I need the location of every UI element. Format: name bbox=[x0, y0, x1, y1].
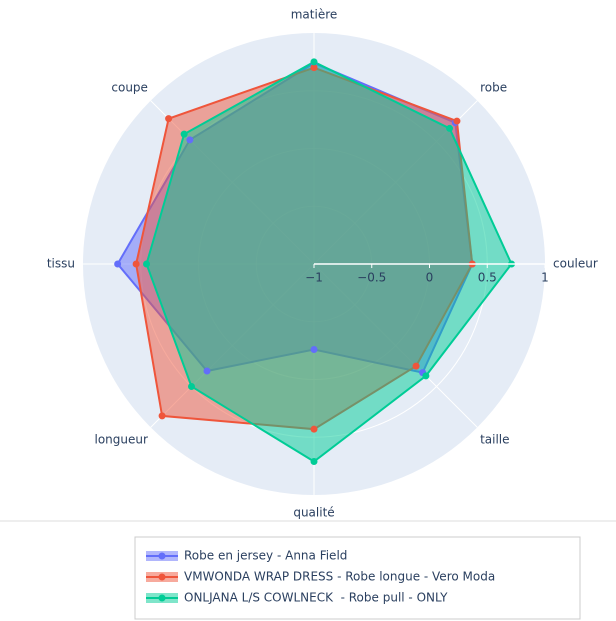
data-point bbox=[412, 362, 420, 370]
data-point bbox=[310, 58, 318, 66]
legend-label: Robe en jersey - Anna Field bbox=[184, 549, 347, 563]
radial-tick-label: 1 bbox=[541, 271, 549, 285]
data-point bbox=[203, 367, 211, 375]
data-point bbox=[310, 458, 318, 466]
legend-label: VMWONDA WRAP DRESS - Robe longue - Vero … bbox=[184, 570, 495, 584]
data-point bbox=[446, 124, 454, 132]
radial-tick-label: 0.5 bbox=[478, 271, 497, 285]
data-point bbox=[180, 130, 188, 138]
data-point bbox=[158, 412, 166, 420]
data-point bbox=[310, 64, 318, 72]
angular-tick-label: longueur bbox=[94, 433, 147, 447]
angular-tick-label: tissu bbox=[47, 257, 75, 271]
legend-marker bbox=[158, 573, 166, 581]
legend-label: ONLJANA L/S COWLNECK - Robe pull - ONLY bbox=[184, 591, 448, 605]
angular-tick-label: matière bbox=[291, 8, 338, 22]
data-point bbox=[165, 115, 173, 123]
legend-marker bbox=[158, 552, 166, 560]
data-point bbox=[422, 372, 430, 380]
data-point bbox=[114, 260, 122, 268]
radial-tick-label: −0.5 bbox=[357, 271, 386, 285]
angular-tick-label: couleur bbox=[553, 257, 598, 271]
angular-tick-label: robe bbox=[480, 80, 507, 94]
angular-tick-label: taille bbox=[480, 433, 509, 447]
legend-marker bbox=[158, 594, 166, 602]
data-point bbox=[187, 383, 195, 391]
angular-tick-label: coupe bbox=[111, 80, 148, 94]
data-point bbox=[453, 117, 461, 125]
data-point bbox=[310, 425, 318, 433]
data-point bbox=[186, 136, 194, 144]
radial-tick-label: −1 bbox=[305, 271, 323, 285]
data-point bbox=[143, 260, 151, 268]
angular-tick-label: qualité bbox=[293, 506, 334, 520]
data-point bbox=[132, 260, 140, 268]
data-point bbox=[310, 345, 318, 353]
legend-box bbox=[134, 536, 581, 620]
radial-tick-label: 0 bbox=[426, 271, 434, 285]
